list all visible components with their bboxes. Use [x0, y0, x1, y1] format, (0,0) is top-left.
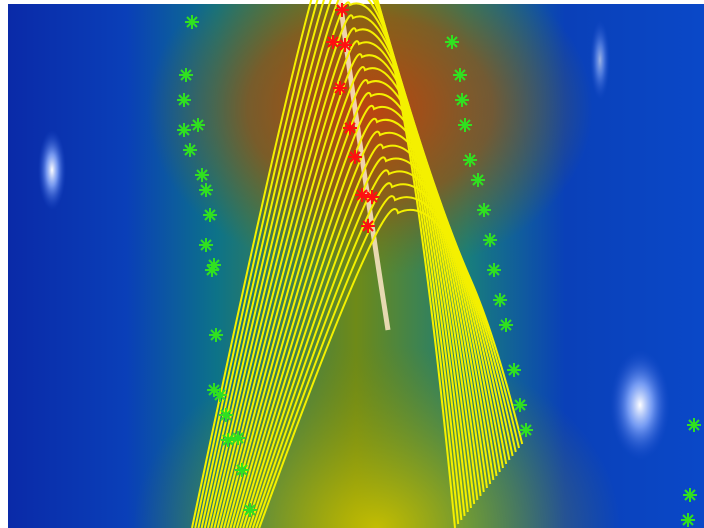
star: [683, 488, 697, 502]
star: [445, 35, 459, 49]
star: [687, 418, 701, 432]
star: [493, 293, 507, 307]
star: [191, 118, 205, 132]
star: [183, 143, 197, 157]
star: [487, 263, 501, 277]
star: [477, 203, 491, 217]
highlight: [38, 130, 66, 210]
page: (() => { const NS = 'http://www.w3.org/2…: [0, 0, 704, 528]
star: [205, 263, 219, 277]
star: [199, 238, 213, 252]
star: [458, 118, 472, 132]
star: [483, 233, 497, 247]
star: [213, 388, 227, 402]
highlight: [610, 350, 670, 460]
star: [348, 150, 362, 164]
star: [203, 208, 217, 222]
star: [681, 513, 695, 527]
star: [177, 93, 191, 107]
star: [209, 328, 223, 342]
star: [243, 503, 257, 517]
star: [221, 433, 235, 447]
star: [471, 173, 485, 187]
star: [199, 183, 213, 197]
highlight: [590, 20, 610, 100]
star: [231, 431, 245, 445]
star: [338, 38, 352, 52]
star: [185, 15, 199, 29]
star: [177, 123, 191, 137]
star: [361, 219, 375, 233]
star: [235, 463, 249, 477]
star: [343, 121, 357, 135]
star: [499, 318, 513, 332]
star: [453, 68, 467, 82]
star: [355, 188, 369, 202]
star: [195, 168, 209, 182]
visualization: [0, 0, 704, 528]
star: [507, 363, 521, 377]
star: [513, 398, 527, 412]
star: [219, 408, 233, 422]
star: [333, 81, 347, 95]
star: [519, 423, 533, 437]
star: [455, 93, 469, 107]
star: [365, 190, 379, 204]
star: [463, 153, 477, 167]
star: [335, 3, 349, 17]
star: [179, 68, 193, 82]
star: [326, 35, 340, 49]
